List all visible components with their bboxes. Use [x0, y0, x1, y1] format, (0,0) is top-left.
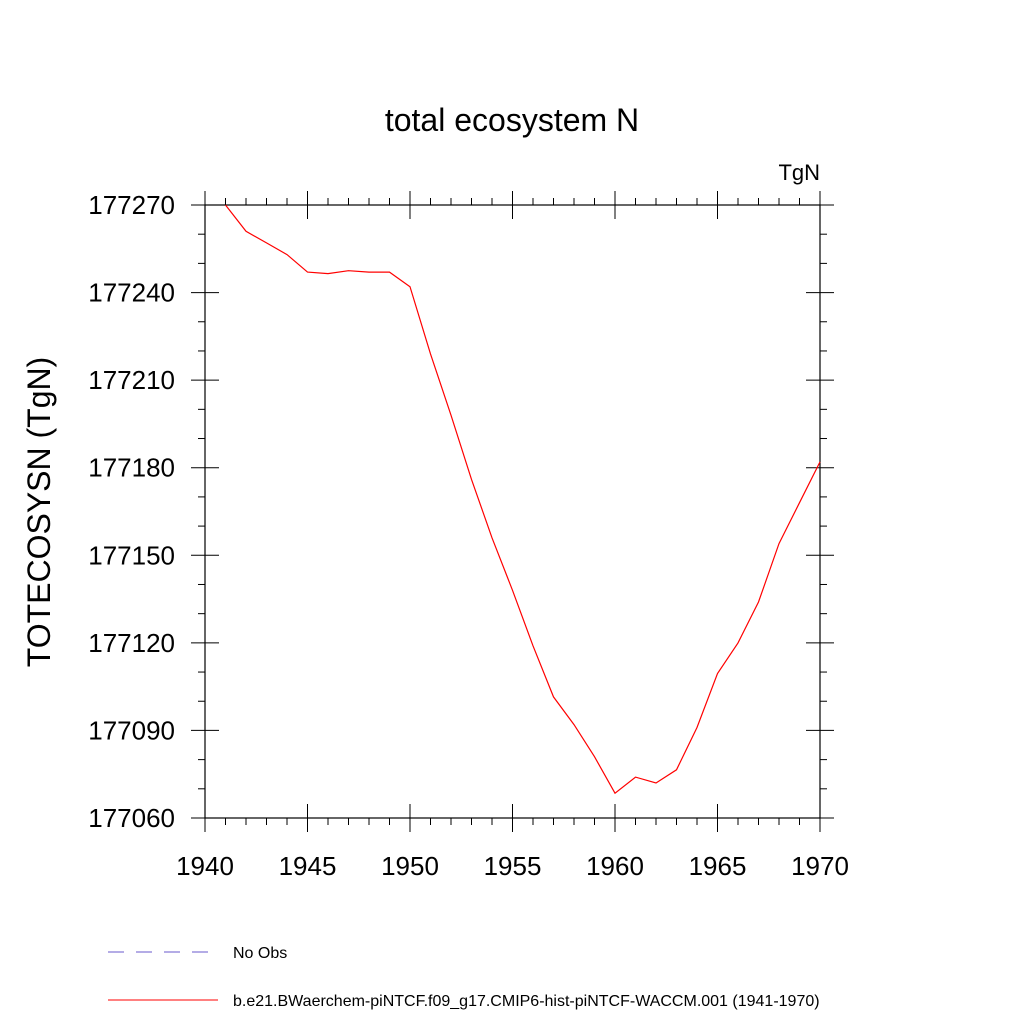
plot-frame [204, 204, 821, 819]
legend: No Obs b.e21.BWaerchem-piNTCF.f09_g17.CMI… [108, 945, 820, 1010]
y-tick-label: 177270 [88, 190, 175, 220]
x-tick-label: 1970 [791, 851, 849, 881]
x-tick-label: 1945 [279, 851, 337, 881]
series-line-1 [225, 204, 821, 795]
plot-area: 1940 1945 1950 1955 1960 1965 1970 177060 177090… [88, 190, 849, 881]
x-tick-label: 1960 [586, 851, 644, 881]
y-tick-label: 177060 [88, 803, 175, 833]
units-label: TgN [778, 160, 820, 185]
y-tick-label: 177240 [88, 278, 175, 308]
x-tick-label: 1950 [381, 851, 439, 881]
y-axis-label: TOTECOSYSN (TgN) [21, 357, 57, 668]
x-tick-label: 1940 [176, 851, 234, 881]
chart-title: total ecosystem N [385, 102, 639, 138]
x-tick-label: 1955 [484, 851, 542, 881]
y-tick-label: 177210 [88, 365, 175, 395]
y-tick-label: 177120 [88, 628, 175, 658]
y-tick-label: 177180 [88, 453, 175, 483]
legend-label-1: b.e21.BWaerchem-piNTCF.f09_g17.CMIP6-his… [233, 993, 820, 1010]
y-tick-label: 177150 [88, 540, 175, 570]
y-tick-label: 177090 [88, 715, 175, 745]
x-tick-label: 1965 [689, 851, 747, 881]
legend-label-0: No Obs [233, 945, 287, 962]
